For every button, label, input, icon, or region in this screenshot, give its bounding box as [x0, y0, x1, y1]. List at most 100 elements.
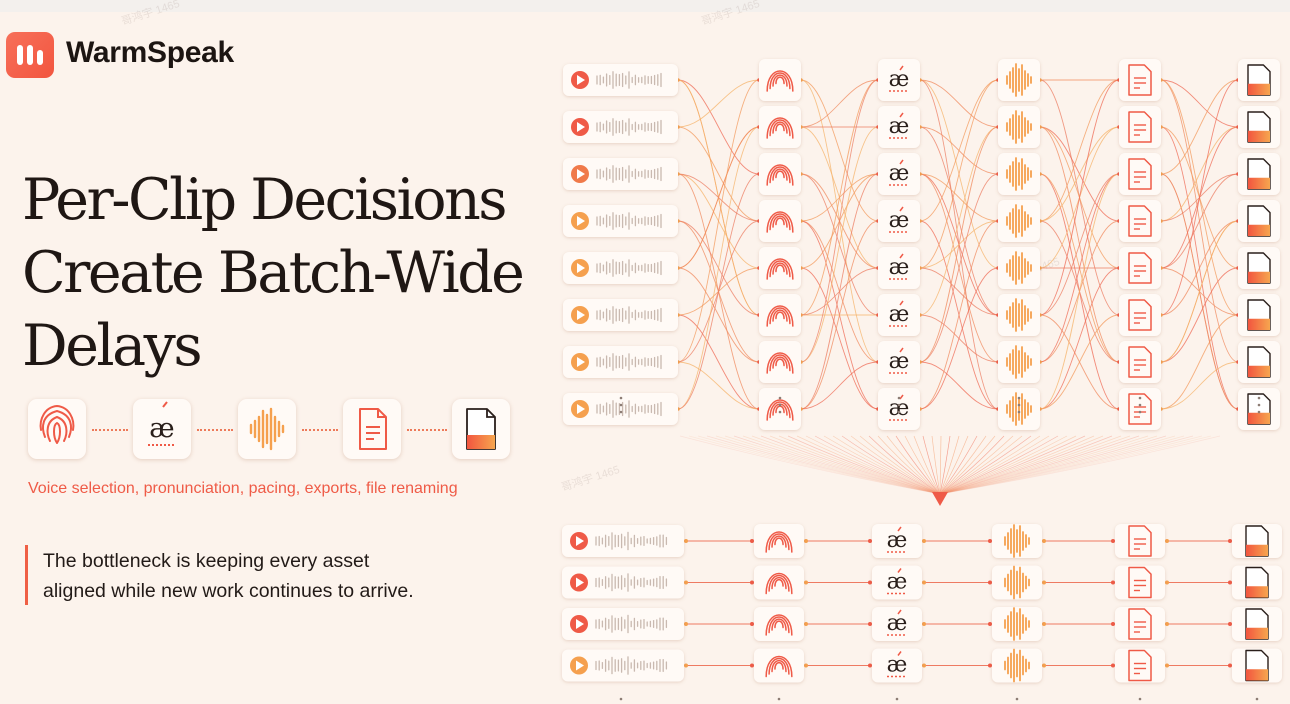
- ae-glyph: æ: [149, 413, 174, 444]
- fingerprint-icon: [766, 305, 794, 327]
- step-file-renaming: [452, 399, 510, 459]
- fingerprint-icon: [766, 352, 794, 374]
- document-icon: [1128, 205, 1152, 237]
- waveform-icon: [1004, 648, 1030, 683]
- waveform-icon: [1006, 298, 1032, 332]
- more-rows-dot: [1138, 697, 1142, 701]
- pronunciation-ae-icon: æ: [889, 112, 909, 139]
- waveform-node: [998, 106, 1040, 148]
- waveform-icon: [595, 614, 668, 634]
- step-connector: [197, 429, 233, 433]
- waveform-node: [992, 565, 1042, 600]
- fingerprint-node: [759, 388, 801, 430]
- fingerprint-node: [759, 294, 801, 336]
- note-accent-bar: [25, 545, 28, 605]
- more-rows-dots: [619, 396, 623, 414]
- ae-glyph: æ: [887, 570, 908, 595]
- arrow-down-icon: [932, 492, 948, 506]
- export-file-icon: [1247, 299, 1271, 331]
- export-file-node: [1238, 106, 1280, 148]
- more-rows-dot: [619, 697, 623, 701]
- more-rows-dots: [1257, 396, 1261, 414]
- more-rows-dot: [777, 697, 781, 701]
- audio-clip-node: [562, 566, 684, 599]
- waveform-node: [998, 294, 1040, 336]
- pronunciation-ae-node: æ: [878, 294, 920, 336]
- more-rows-dot: [1255, 697, 1259, 701]
- document-node: [1115, 565, 1165, 600]
- waveform-node: [998, 388, 1040, 430]
- pronunciation-ae-node: æ: [878, 59, 920, 101]
- pronunciation-ae-node: æ: [878, 153, 920, 195]
- export-file-icon: [466, 408, 496, 450]
- waveform-node: [998, 200, 1040, 242]
- document-icon: [1128, 608, 1152, 640]
- export-file-icon: [1247, 111, 1271, 143]
- fingerprint-icon: [39, 404, 75, 444]
- note-line-2: aligned while new work continues to arri…: [43, 580, 414, 602]
- export-file-icon: [1247, 64, 1271, 96]
- document-node: [1119, 59, 1161, 101]
- pronunciation-ae-icon: æ: [887, 568, 908, 595]
- play-icon: [570, 573, 588, 592]
- waveform-icon: [596, 306, 662, 324]
- play-icon: [570, 656, 588, 675]
- ae-glyph: æ: [889, 161, 910, 186]
- export-file-icon: [1247, 158, 1271, 190]
- steps-caption: Voice selection, pronunciation, pacing, …: [28, 480, 458, 497]
- headline-line-2: Create Batch-Wide: [22, 240, 525, 306]
- fingerprint-node: [754, 524, 804, 558]
- brand-name: WarmSpeak: [66, 36, 234, 69]
- audio-clip-node: [562, 608, 684, 640]
- document-icon: [1128, 299, 1152, 331]
- fingerprint-icon: [766, 117, 794, 139]
- converge-funnel: [679, 435, 1221, 506]
- export-file-node: [1238, 341, 1280, 383]
- more-rows-dot: [1015, 697, 1019, 701]
- export-file-icon: [1247, 205, 1271, 237]
- fingerprint-icon: [765, 655, 793, 678]
- step-pacing: [238, 399, 296, 459]
- export-file-icon: [1247, 252, 1271, 284]
- waveform-icon: [595, 573, 668, 592]
- play-icon: [571, 306, 589, 324]
- waveform-node: [998, 153, 1040, 195]
- pronunciation-ae-node: æ: [872, 565, 922, 600]
- waveform-icon: [1004, 524, 1030, 558]
- document-node: [1119, 341, 1161, 383]
- play-icon: [571, 259, 589, 277]
- export-file-node: [1238, 59, 1280, 101]
- headline-line-3: Delays: [22, 313, 203, 379]
- export-file-node: [1238, 294, 1280, 336]
- waveform-icon: [1006, 345, 1032, 379]
- fingerprint-node: [754, 607, 804, 641]
- fingerprint-node: [759, 341, 801, 383]
- pronunciation-ae-icon: æ: [889, 206, 909, 233]
- fingerprint-node: [759, 59, 801, 101]
- document-icon: [1128, 649, 1152, 682]
- export-file-icon: [1247, 346, 1271, 378]
- document-node: [1115, 524, 1165, 558]
- export-file-node: [1232, 565, 1282, 600]
- export-file-node: [1238, 247, 1280, 289]
- step-connector: [302, 429, 338, 433]
- document-node: [1119, 153, 1161, 195]
- export-file-node: [1232, 648, 1282, 683]
- waveform-icon: [1006, 63, 1032, 97]
- waveform-icon: [596, 353, 662, 371]
- step-pronunciation: æ: [133, 399, 191, 459]
- fingerprint-icon: [766, 211, 794, 233]
- export-file-node: [1238, 200, 1280, 242]
- play-icon: [571, 71, 589, 89]
- pronunciation-ae-node: æ: [872, 648, 922, 683]
- brand-logo: [6, 32, 54, 78]
- document-icon: [1128, 158, 1152, 190]
- waveform-node: [992, 524, 1042, 558]
- pronunciation-ae-node: æ: [872, 524, 922, 558]
- play-icon: [570, 532, 588, 550]
- pronunciation-ae-icon: æ: [887, 526, 907, 553]
- document-icon: [1128, 111, 1152, 143]
- fingerprint-icon: [766, 164, 794, 186]
- waveform-icon: [1006, 157, 1032, 191]
